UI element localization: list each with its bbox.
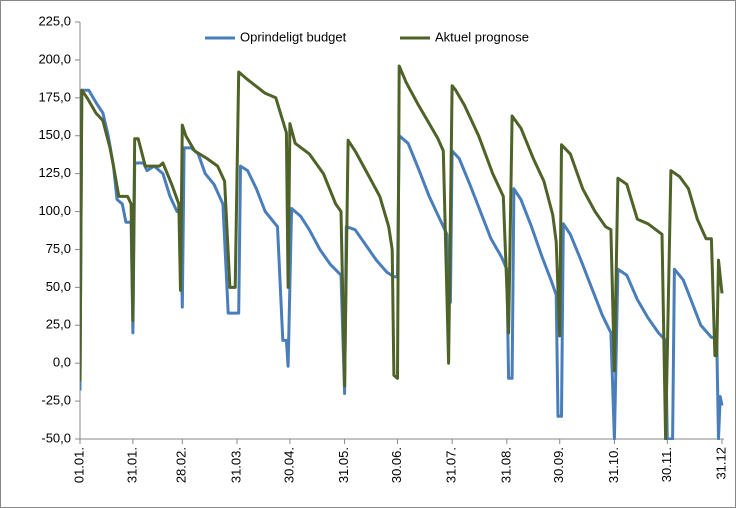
series-line: [80, 64, 724, 440]
y-tick-label: 0,0: [53, 355, 71, 370]
y-tick-label: 175,0: [38, 89, 71, 104]
y-tick-label: 125,0: [38, 165, 71, 180]
x-tick-label: 31.08.: [498, 447, 513, 483]
x-tick-label: 31.01.: [124, 447, 139, 483]
x-tick-label: 31.07.: [444, 447, 459, 483]
y-tick-label: -25,0: [41, 393, 71, 408]
y-tick-label: -50,0: [41, 430, 71, 445]
x-tick-label: 30.04.: [281, 447, 296, 483]
x-tick-label: 31.05.: [336, 447, 351, 483]
x-tick-label: 30.11.: [659, 447, 674, 482]
x-tick-label: 01.01.: [71, 447, 86, 483]
x-tick-label: 31.10.: [606, 447, 621, 483]
y-tick-label: 200,0: [38, 51, 71, 66]
y-tick-label: 150,0: [38, 127, 71, 142]
legend-label: Aktuel prognose: [435, 29, 529, 44]
x-tick-label: 30.09.: [551, 447, 566, 483]
x-tick-label: 31.03.: [228, 447, 243, 483]
y-tick-label: 75,0: [46, 241, 71, 256]
y-tick-label: 225,0: [38, 13, 71, 28]
plot-area: [80, 64, 724, 440]
x-tick-label: 28.02.: [174, 447, 189, 483]
x-tick-label: 30.06.: [389, 447, 404, 483]
y-tick-label: 25,0: [46, 317, 71, 332]
y-tick-label: 100,0: [38, 203, 71, 218]
x-tick-label: 31.12: [713, 447, 728, 480]
legend-label: Oprindeligt budget: [240, 29, 347, 44]
y-tick-label: 50,0: [46, 279, 71, 294]
